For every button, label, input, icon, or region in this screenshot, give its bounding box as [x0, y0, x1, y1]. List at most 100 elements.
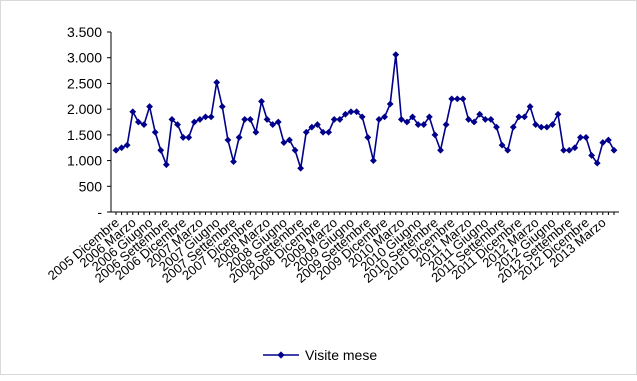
data-point	[577, 134, 584, 141]
data-point	[442, 121, 450, 128]
data-point	[453, 95, 461, 103]
data-point	[392, 51, 400, 59]
data-point	[202, 113, 209, 121]
data-point	[297, 164, 305, 172]
y-tick-label: -	[97, 204, 102, 220]
data-point	[140, 121, 148, 128]
data-point	[476, 110, 484, 118]
y-tick-label: 3.500	[67, 24, 102, 40]
data-point	[213, 79, 221, 86]
data-point	[319, 128, 327, 136]
data-point	[369, 157, 377, 164]
data-point	[336, 116, 344, 123]
data-point	[605, 136, 612, 144]
data-point	[526, 103, 534, 110]
data-point	[498, 141, 506, 149]
data-point	[112, 146, 120, 154]
data-point	[162, 161, 170, 169]
data-point	[246, 116, 254, 123]
data-point	[470, 118, 478, 126]
data-point	[230, 158, 237, 165]
series-line-visite-mese	[115, 54, 615, 169]
data-point	[347, 108, 355, 116]
data-point	[610, 146, 618, 154]
data-point	[588, 152, 596, 159]
data-point	[364, 134, 372, 141]
data-point	[386, 100, 394, 108]
data-point	[168, 116, 176, 123]
data-point	[353, 108, 361, 116]
data-point	[543, 123, 551, 131]
data-point	[302, 128, 310, 136]
legend-label: Visite mese	[305, 347, 377, 363]
y-tick-label: 1.000	[67, 153, 102, 169]
data-point	[437, 146, 444, 154]
data-point	[134, 118, 142, 126]
y-tick-label: 2.000	[67, 101, 102, 117]
data-point	[157, 146, 165, 154]
data-point	[185, 134, 193, 141]
data-point	[515, 113, 523, 121]
data-point	[118, 144, 125, 152]
data-point	[330, 116, 338, 123]
data-point	[241, 116, 249, 123]
data-point	[224, 136, 232, 144]
data-point	[252, 128, 260, 136]
data-point	[314, 121, 321, 128]
data-point	[342, 110, 349, 118]
data-point	[493, 123, 500, 131]
data-point	[308, 123, 316, 131]
data-point	[381, 113, 388, 121]
data-point	[235, 134, 243, 141]
data-point	[207, 113, 215, 121]
data-point	[504, 146, 512, 154]
data-point	[358, 113, 366, 121]
data-point	[509, 123, 517, 131]
data-point	[481, 116, 489, 123]
data-point	[571, 144, 579, 152]
data-point	[565, 146, 573, 154]
data-point	[425, 113, 433, 121]
data-point	[465, 116, 472, 123]
data-point	[549, 121, 556, 128]
data-point	[274, 118, 282, 126]
data-point	[414, 121, 422, 128]
data-point	[190, 118, 198, 126]
data-point	[196, 116, 204, 123]
data-point	[291, 146, 299, 154]
data-point	[420, 121, 428, 128]
data-point	[521, 113, 528, 121]
data-point	[459, 95, 467, 103]
y-tick-label: 500	[79, 178, 103, 194]
data-point	[325, 128, 333, 136]
y-tick-label: 1.500	[67, 127, 102, 143]
data-point	[263, 116, 271, 123]
data-point	[174, 121, 181, 128]
data-point	[258, 98, 265, 105]
data-point	[554, 110, 562, 118]
data-point	[582, 134, 590, 141]
data-point	[537, 123, 545, 131]
data-point	[269, 121, 277, 128]
data-point	[397, 116, 405, 123]
data-point	[218, 103, 226, 110]
data-point	[560, 146, 568, 154]
data-point	[146, 103, 153, 110]
legend-marker	[277, 351, 285, 359]
data-point	[280, 139, 288, 146]
data-point	[487, 116, 495, 123]
data-point	[286, 136, 293, 144]
data-point	[179, 134, 187, 141]
data-point	[151, 128, 159, 136]
data-point	[403, 118, 411, 126]
data-point	[593, 159, 601, 167]
data-point	[599, 139, 607, 146]
data-point	[431, 131, 439, 139]
data-point	[532, 121, 540, 128]
data-point	[409, 113, 416, 121]
y-tick-label: 3.000	[67, 50, 102, 66]
data-point	[375, 116, 383, 123]
data-point	[448, 95, 456, 103]
